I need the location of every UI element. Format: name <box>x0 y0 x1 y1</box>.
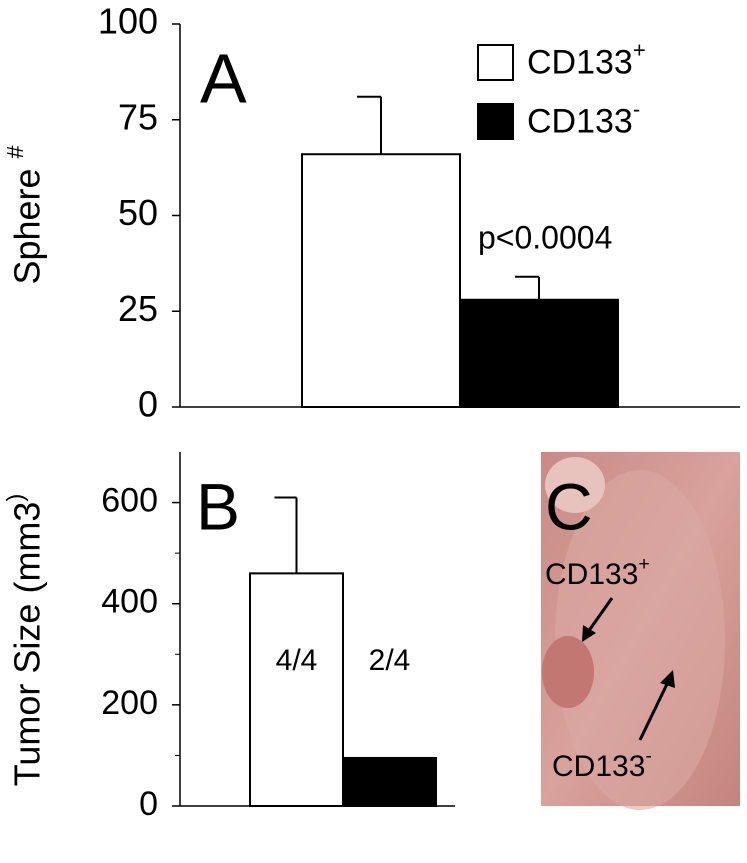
y-axis-label: Tumor Size (mm3) <box>2 494 47 787</box>
tumor <box>542 636 594 708</box>
y-tick-label: 0 <box>138 384 158 425</box>
panel-label: C <box>545 469 593 543</box>
legend-swatch <box>477 44 514 81</box>
y-tick-label: 25 <box>118 288 158 329</box>
photo-panel: C CD133+ CD133- <box>541 452 740 810</box>
bar-label: 4/4 <box>276 644 318 677</box>
bar <box>459 298 619 409</box>
arrow <box>638 681 670 741</box>
y-tick-label: 50 <box>118 192 158 233</box>
panel-label: B <box>196 469 240 543</box>
mouse-ear <box>545 457 605 513</box>
bar <box>301 153 461 408</box>
y-tick-label: 400 <box>101 583 158 621</box>
y-tick-label: 600 <box>101 482 158 520</box>
legend-swatch <box>477 103 514 140</box>
y-tick-label: 200 <box>101 684 158 722</box>
photo-annotation: CD133- <box>552 745 652 783</box>
arrow-head <box>582 625 596 642</box>
legend-label: CD133+ <box>527 38 646 82</box>
bar-label: 2/4 <box>369 644 411 677</box>
annotation: p<0.0004 <box>478 219 612 255</box>
arrow-head <box>660 670 675 688</box>
arrow <box>586 597 614 633</box>
bar <box>342 756 437 808</box>
legend-label: CD133- <box>527 97 640 141</box>
mouse-body <box>555 470 725 810</box>
photo-annotation: CD133+ <box>545 553 650 591</box>
y-tick-label: 75 <box>118 96 158 137</box>
y-tick-label: 0 <box>139 785 158 823</box>
panel-label: A <box>200 39 247 117</box>
y-tick-label: 100 <box>98 1 158 42</box>
bar <box>249 572 344 807</box>
y-axis-label: Sphere # <box>2 145 47 284</box>
